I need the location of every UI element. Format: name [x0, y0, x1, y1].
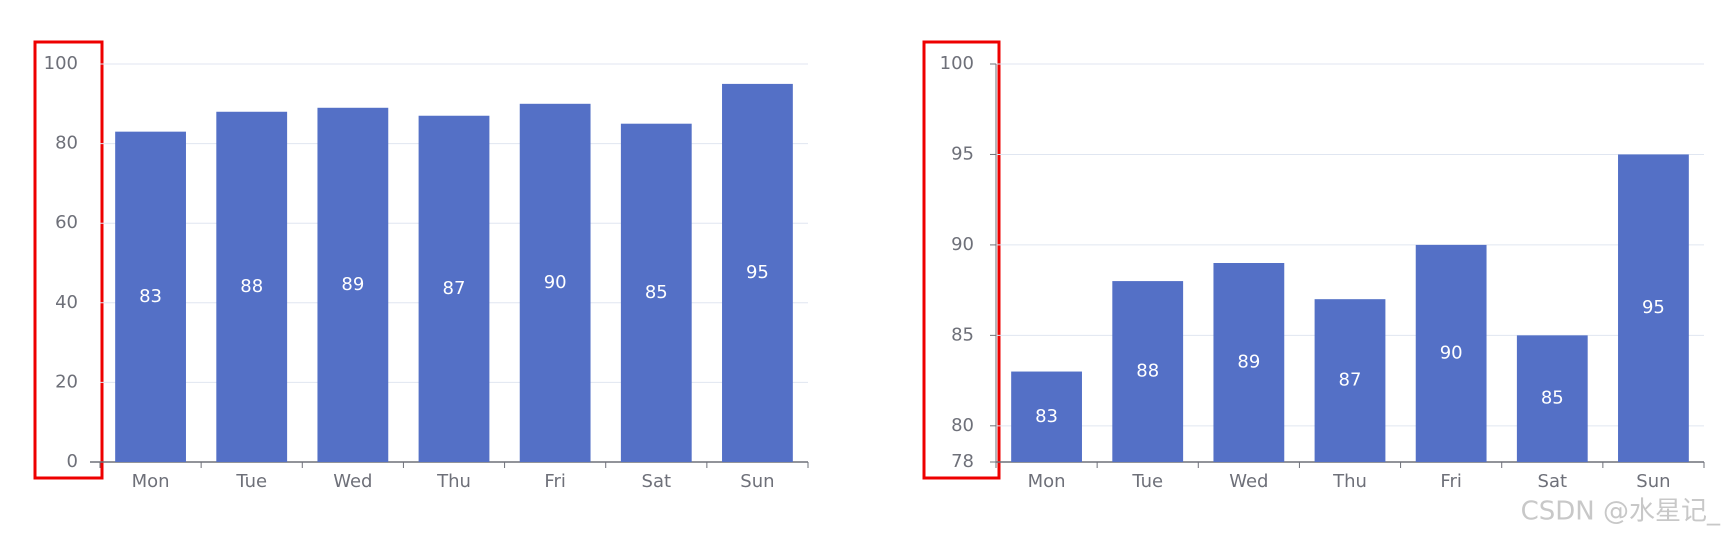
bar [1011, 371, 1082, 462]
data-label: 87 [443, 278, 466, 299]
x-tick-label: Thu [436, 471, 471, 492]
bar [216, 111, 288, 462]
bar [722, 83, 793, 463]
x-tick-label: Thu [1332, 471, 1367, 492]
highlight-box [922, 40, 1001, 480]
x-tick-label: Mon [1028, 471, 1066, 492]
y-tick-label: 80 [951, 415, 974, 436]
data-label: 89 [1237, 352, 1260, 373]
highlight-box [33, 40, 104, 480]
x-tick-label: Sun [1636, 471, 1670, 492]
bar [1112, 281, 1184, 462]
data-label: 87 [1339, 370, 1362, 391]
y-tick-label: 100 [44, 53, 78, 74]
x-tick-label: Wed [333, 471, 372, 492]
data-label: 88 [1136, 361, 1159, 382]
x-tick-label: Sat [1538, 471, 1568, 492]
data-label: 88 [240, 276, 263, 297]
x-tick-label: Fri [1440, 471, 1461, 492]
y-tick-label: 95 [951, 143, 974, 164]
bar [1618, 154, 1689, 463]
data-label: 85 [645, 282, 668, 303]
x-tick-label: Tue [1131, 471, 1163, 492]
x-tick-label: Sun [740, 471, 774, 492]
y-tick-label: 85 [951, 324, 974, 345]
y-tick-label: 60 [55, 212, 78, 233]
y-tick-label: 20 [55, 371, 78, 392]
bar [1213, 263, 1285, 462]
y-tick-label: 40 [55, 292, 78, 313]
y-tick-label: 78 [951, 451, 974, 472]
data-label: 95 [746, 262, 769, 283]
watermark: CSDN @水星记_ [1521, 497, 1721, 527]
y-tick-label: 90 [951, 234, 974, 255]
y-tick-label: 80 [55, 133, 78, 154]
bar [1314, 299, 1386, 462]
bar [418, 115, 490, 463]
bar [1516, 335, 1588, 462]
bar [620, 123, 692, 462]
y-tick-label: 0 [67, 451, 78, 472]
x-tick-label: Fri [544, 471, 565, 492]
data-label: 85 [1541, 388, 1564, 409]
data-label: 95 [1642, 297, 1665, 318]
x-tick-label: Sat [642, 471, 672, 492]
x-tick-label: Wed [1229, 471, 1268, 492]
bar [115, 131, 186, 462]
data-label: 89 [341, 274, 364, 295]
data-label: 90 [544, 272, 567, 293]
x-tick-label: Mon [132, 471, 170, 492]
data-label: 83 [1035, 406, 1058, 427]
y-tick-label: 100 [940, 53, 974, 74]
data-label: 90 [1440, 342, 1463, 363]
bar [1415, 244, 1487, 462]
x-tick-label: Tue [235, 471, 267, 492]
bar [519, 103, 591, 463]
bar [317, 107, 389, 462]
data-label: 83 [139, 286, 162, 307]
